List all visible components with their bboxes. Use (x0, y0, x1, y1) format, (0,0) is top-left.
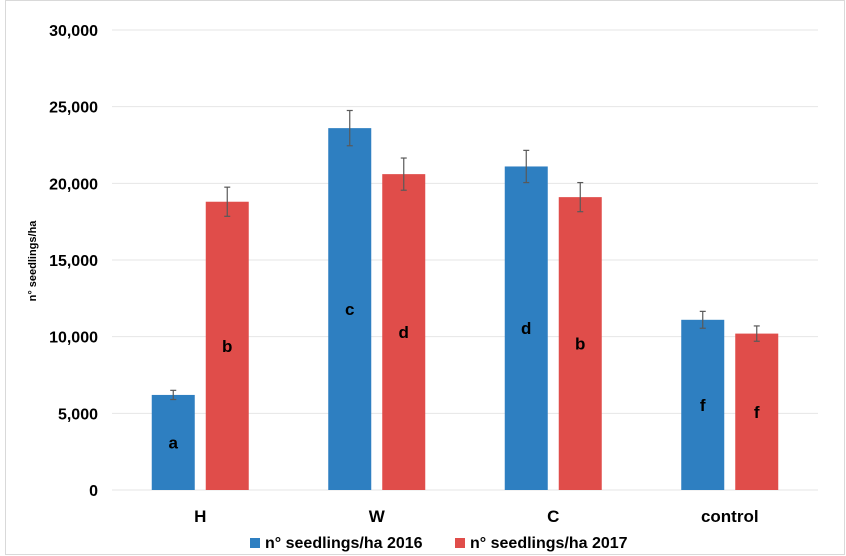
x-tick-label: W (369, 507, 386, 526)
bar-H-n° seedlings/ha 2017 (205, 201, 249, 490)
significance-letter: f (754, 403, 760, 422)
y-tick-label: 25,000 (49, 100, 98, 117)
significance-letter: d (399, 323, 409, 342)
x-tick-label: C (547, 507, 559, 526)
y-tick-label: 0 (89, 483, 98, 500)
bar-control-n° seedlings/ha 2016 (681, 319, 725, 490)
significance-letter: b (575, 335, 585, 354)
legend-label: n° seedlings/ha 2017 (470, 535, 628, 552)
significance-letter: f (700, 396, 706, 415)
y-axis-ticks: 0 5,000 10,000 15,000 20,000 25,000 30,000 (49, 23, 98, 500)
bar-H-n° seedlings/ha 2016 (151, 394, 195, 490)
x-tick-label: control (701, 507, 759, 526)
bar-control-n° seedlings/ha 2017 (735, 333, 779, 490)
bar-W-n° seedlings/ha 2016 (328, 128, 372, 490)
significance-letter: d (521, 319, 531, 338)
significance-letter: a (169, 433, 179, 452)
y-tick-label: 10,000 (49, 330, 98, 347)
significance-letter: c (345, 300, 354, 319)
legend: n° seedlings/ha 2016 n° seedlings/ha 2017 (250, 535, 628, 552)
error-bars (170, 109, 760, 401)
legend-swatch-0 (250, 538, 260, 548)
bars (151, 128, 779, 490)
bar-C-n° seedlings/ha 2016 (504, 166, 548, 490)
y-axis-label: n° seedlings/ha (27, 220, 39, 302)
y-tick-label: 30,000 (49, 23, 98, 40)
bar-W-n° seedlings/ha 2017 (382, 174, 426, 490)
y-tick-label: 5,000 (58, 406, 98, 423)
y-tick-label: 20,000 (49, 176, 98, 193)
significance-letters: a b c d d b f f (169, 300, 760, 452)
chart-frame (5, 0, 845, 555)
legend-swatch-1 (455, 538, 465, 548)
legend-label: n° seedlings/ha 2016 (265, 535, 423, 552)
bar-C-n° seedlings/ha 2017 (558, 197, 602, 490)
significance-letter: b (222, 337, 232, 356)
x-tick-label: H (194, 507, 206, 526)
y-tick-label: 15,000 (49, 253, 98, 270)
